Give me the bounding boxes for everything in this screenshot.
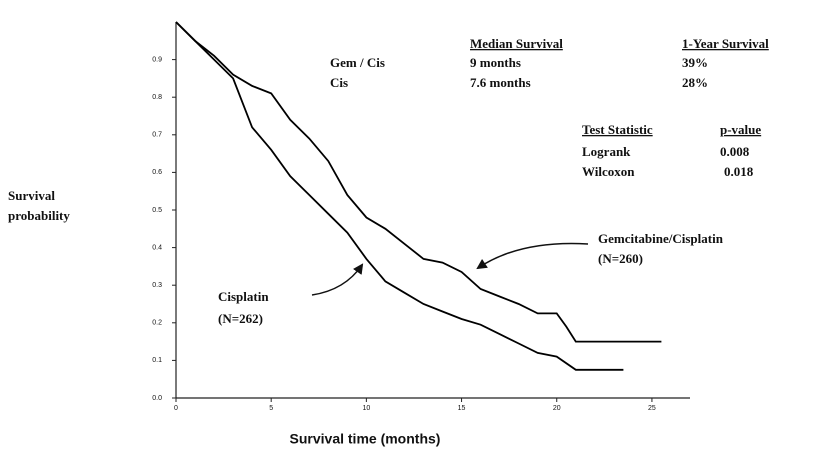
table-cell: 28% <box>682 75 708 90</box>
x-tick-label: 15 <box>458 405 466 412</box>
table-row-label: Cis <box>330 75 348 90</box>
y-tick-label: 0.2 <box>152 320 162 327</box>
table-cell: 0.008 <box>720 144 750 159</box>
y-tick-label: 0.1 <box>152 357 162 364</box>
table-header: p-value <box>720 122 761 137</box>
table-row-label: Gem / Cis <box>330 55 385 70</box>
series-n-label: (N=260) <box>598 251 643 266</box>
table-row-label: Wilcoxon <box>582 164 635 179</box>
survival-curve <box>175 21 624 371</box>
y-tick-label: 0.9 <box>152 56 162 63</box>
table-row-label: Logrank <box>582 144 631 159</box>
table-cell: 9 months <box>470 55 521 70</box>
series-n-label: (N=262) <box>218 311 263 326</box>
table-cell: 39% <box>682 55 708 70</box>
y-tick-label: 0.7 <box>152 132 162 139</box>
y-tick-label: 0.4 <box>152 244 162 251</box>
x-tick-label: 20 <box>553 405 561 412</box>
y-tick-label: 0.0 <box>152 395 162 402</box>
x-tick-label: 10 <box>362 405 370 412</box>
annotation-arrow <box>476 242 589 270</box>
series-label: Gemcitabine/Cisplatin <box>598 231 724 246</box>
table-cell: 7.6 months <box>470 75 531 90</box>
x-axis-label: Survival time (months) <box>290 431 441 447</box>
table-header: Test Statistic <box>582 122 653 137</box>
x-tick-label: 0 <box>174 405 178 412</box>
x-tick-label: 25 <box>648 405 656 412</box>
table-header: Median Survival <box>470 36 563 51</box>
y-tick-label: 0.6 <box>152 169 162 176</box>
table-header: 1-Year Survival <box>682 36 769 51</box>
annotation-arrow <box>311 263 364 296</box>
y-axis-label: Survival probability <box>8 188 70 223</box>
survival-curve <box>175 21 662 343</box>
table-cell: 0.018 <box>724 164 754 179</box>
y-tick-label: 0.8 <box>152 94 162 101</box>
y-tick-label: 0.5 <box>152 207 162 214</box>
x-tick-label: 5 <box>269 405 273 412</box>
series-label: Cisplatin <box>218 289 269 304</box>
y-tick-label: 0.3 <box>152 282 162 289</box>
